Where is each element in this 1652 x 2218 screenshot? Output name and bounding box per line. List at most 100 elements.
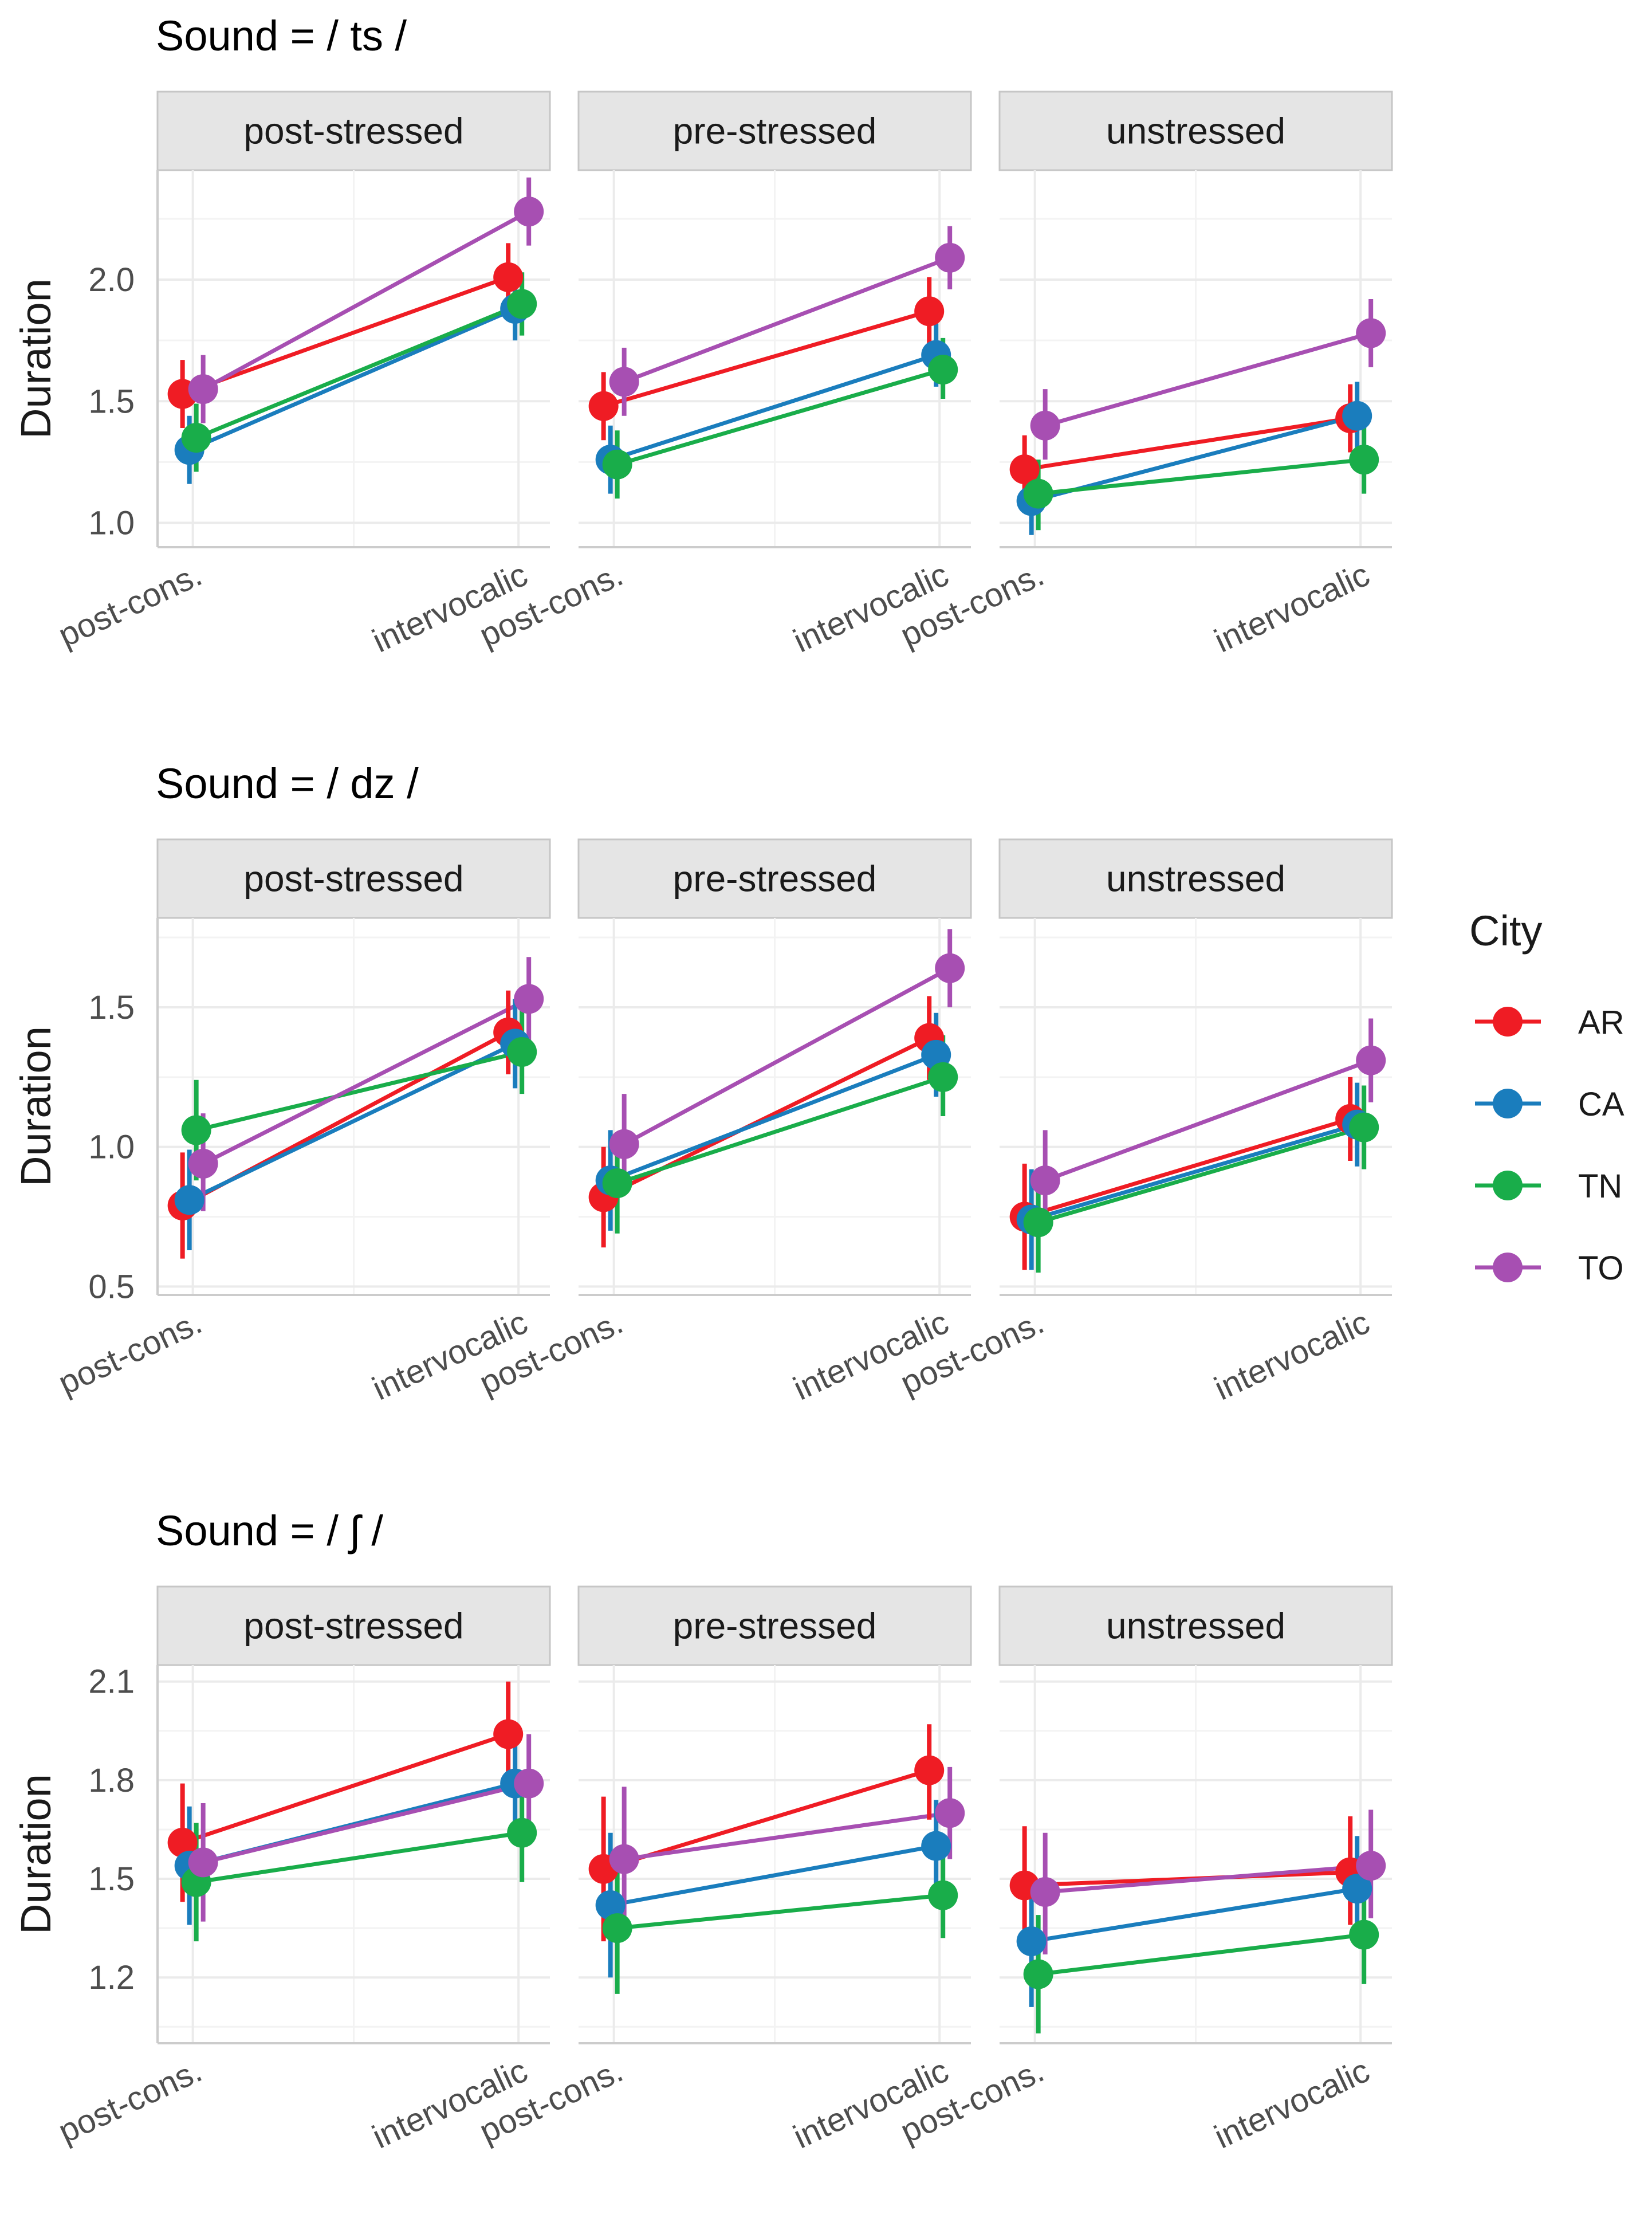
data-point — [188, 1148, 218, 1179]
data-point — [493, 262, 524, 292]
data-point — [1349, 1919, 1379, 1950]
data-point — [602, 449, 632, 480]
facet-strip-label: unstressed — [1106, 858, 1285, 900]
y-tick-label: 2.1 — [88, 1663, 135, 1701]
y-tick-label: 1.5 — [88, 1860, 135, 1898]
data-point — [1356, 1851, 1386, 1881]
data-point — [188, 1847, 218, 1878]
data-point — [1009, 454, 1040, 485]
facet-strip-label: unstressed — [1106, 1605, 1285, 1647]
series-line — [1044, 331, 1372, 428]
series-line — [182, 275, 509, 396]
data-point — [507, 1817, 537, 1848]
series-line — [609, 353, 937, 462]
data-point — [928, 355, 958, 385]
facet-strip — [156, 91, 551, 171]
data-point — [1356, 318, 1386, 348]
series-line — [603, 309, 930, 409]
y-tick-label: 1.8 — [88, 1762, 135, 1799]
facet-strip — [998, 1585, 1393, 1666]
data-point — [1030, 1165, 1060, 1196]
series-line — [188, 1042, 516, 1202]
legend-label: TO — [1578, 1250, 1624, 1287]
y-tick-label: 1.5 — [88, 989, 135, 1026]
facet-strip-label: pre-stressed — [673, 111, 877, 152]
row-title: Sound = / ts / — [156, 12, 407, 60]
series-line — [202, 997, 530, 1166]
data-point — [928, 1880, 958, 1910]
data-point — [507, 1037, 537, 1067]
y-tick-label: 0.5 — [88, 1268, 135, 1305]
x-tick-label: post-cons. — [53, 556, 207, 654]
legend-entry: TO — [1475, 1250, 1624, 1287]
facet-strip — [998, 91, 1393, 171]
series-line — [617, 1893, 943, 1930]
series-line — [1044, 1058, 1372, 1183]
series-line — [1045, 1863, 1371, 1894]
data-point — [935, 953, 965, 983]
data-point — [1016, 1926, 1047, 1957]
y-tick-label: 1.5 — [88, 383, 135, 420]
x-tick-label: post-cons. — [53, 1304, 207, 1402]
facet-strip — [156, 838, 551, 919]
data-point — [935, 1798, 965, 1828]
chart-rows: Sound = / ts / Duration post-stressed 1.0 1.… — [12, 12, 1393, 2156]
legend-label: CA — [1578, 1086, 1625, 1123]
data-point — [1349, 445, 1379, 475]
data-point — [1023, 1207, 1053, 1238]
y-axis-label: Duration — [12, 1026, 60, 1187]
facet-strip-label: post-stressed — [243, 1605, 463, 1647]
data-point — [609, 367, 639, 397]
x-tick-label: intervocalic — [1209, 556, 1375, 660]
data-point — [174, 1185, 204, 1215]
series-line — [182, 1732, 509, 1845]
data-point — [493, 1719, 524, 1749]
series-line — [616, 1075, 944, 1185]
data-point — [588, 391, 619, 421]
data-point — [602, 1913, 632, 1944]
series-line — [1030, 1122, 1358, 1222]
data-point — [1030, 410, 1060, 441]
legend-entry: TN — [1475, 1168, 1622, 1205]
data-point — [595, 1890, 626, 1920]
data-point — [514, 1768, 544, 1799]
facet-strip-label: post-stressed — [243, 111, 463, 152]
data-point — [1023, 478, 1053, 509]
data-point — [609, 1129, 639, 1159]
data-point — [514, 984, 544, 1014]
series-line — [623, 966, 951, 1146]
data-point — [914, 1755, 945, 1785]
series-line — [616, 367, 944, 467]
facet-strip-label: pre-stressed — [673, 858, 877, 900]
data-point — [1030, 1877, 1060, 1907]
facet-strip — [577, 1585, 972, 1666]
data-point — [921, 1039, 951, 1070]
facet-row: Sound = / ʃ / Duration post-stressed 1.2 1.5… — [12, 1507, 1393, 2156]
data-point — [928, 1062, 958, 1092]
legend-key-point — [1493, 1171, 1523, 1200]
facet-strip-label: unstressed — [1106, 111, 1285, 152]
series-line — [1038, 1933, 1364, 1976]
x-tick-label: post-cons. — [53, 2052, 207, 2150]
data-point — [507, 289, 537, 319]
series-line — [1024, 416, 1351, 472]
series-line — [1038, 457, 1364, 496]
row-title: Sound = / ʃ / — [156, 1507, 383, 1554]
data-point — [1023, 1959, 1053, 1989]
data-point — [514, 197, 544, 227]
legend: City AR CA TN TO — [1469, 907, 1625, 1287]
series-line — [196, 1831, 522, 1885]
series-line — [195, 302, 523, 440]
data-point — [1349, 1112, 1379, 1143]
legend-key-point — [1493, 1089, 1523, 1118]
series-line — [1024, 1117, 1351, 1219]
data-point — [602, 1168, 632, 1199]
facet-row: Sound = / ts / Duration post-stressed 1.0 1.… — [12, 12, 1393, 660]
data-point — [181, 422, 211, 453]
facet-strip — [156, 1585, 551, 1666]
